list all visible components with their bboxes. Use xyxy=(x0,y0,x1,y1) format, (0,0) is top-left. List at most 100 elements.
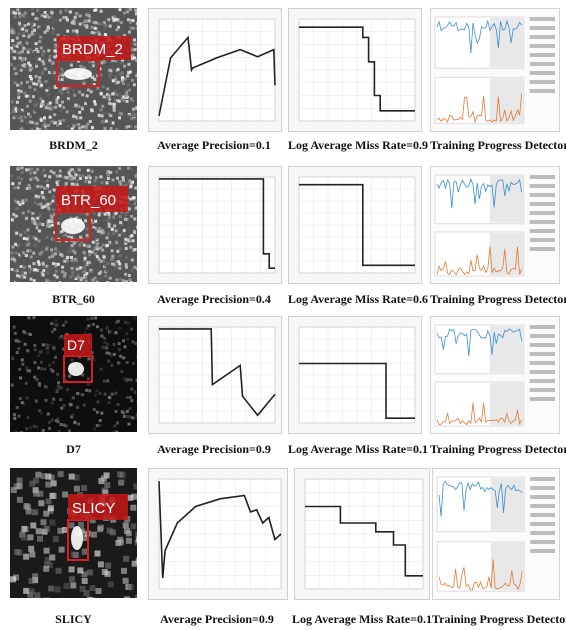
info-line xyxy=(529,211,555,215)
pr-plot xyxy=(148,8,282,132)
sar-image: BTR_60 xyxy=(10,166,137,282)
target-blob xyxy=(71,526,83,550)
info-line xyxy=(529,71,555,75)
info-line xyxy=(529,193,555,197)
loss-line xyxy=(436,402,523,426)
info-line xyxy=(529,89,555,93)
pr-chart xyxy=(158,478,282,590)
info-line xyxy=(529,80,555,84)
accuracy-line xyxy=(436,177,523,209)
series-line-miss-rate xyxy=(299,26,415,112)
training-progress-panel xyxy=(430,166,560,284)
series-line-miss-rate xyxy=(299,183,415,267)
target-blob xyxy=(64,68,92,80)
row-btr60: BTR_60 BTR_60 Average Precision=0.4 Log … xyxy=(0,160,566,310)
series-line-miss-rate xyxy=(305,505,423,577)
sar-noise: SLICY xyxy=(10,468,137,598)
detection-label: D7 xyxy=(67,337,85,353)
info-line xyxy=(529,53,555,57)
mr-plot xyxy=(288,8,422,132)
shaded-region xyxy=(490,542,524,591)
training-caption: Training Progress Detector xyxy=(430,292,566,306)
loss-line xyxy=(436,246,523,276)
accuracy-line xyxy=(438,480,523,517)
mr-plot xyxy=(288,166,422,284)
loss-line xyxy=(438,559,523,591)
series-line-miss-rate xyxy=(299,362,415,419)
pr-chart xyxy=(158,176,276,274)
training-progress-chart xyxy=(436,476,555,592)
info-line xyxy=(530,504,555,508)
target-blob xyxy=(61,218,85,234)
detection-label-bg xyxy=(68,494,128,520)
info-line xyxy=(529,35,555,39)
info-line xyxy=(529,238,555,242)
detection-label: BRDM_2 xyxy=(62,41,123,58)
training-progress-chart xyxy=(434,16,555,125)
info-line xyxy=(529,229,555,233)
shaded-region xyxy=(489,326,523,373)
info-line xyxy=(529,26,555,30)
info-line xyxy=(529,388,555,392)
sar-noise: D7 xyxy=(10,316,137,432)
accuracy-line xyxy=(436,19,523,54)
target-caption: BRDM_2 xyxy=(49,138,98,152)
ap-caption: Average Precision=0.1 xyxy=(157,138,271,152)
info-line xyxy=(530,540,555,544)
training-caption: Training Progress Detector xyxy=(432,612,566,626)
info-line xyxy=(530,531,555,535)
info-line xyxy=(529,175,555,179)
pr-chart xyxy=(158,326,276,424)
mr-plot xyxy=(288,316,422,434)
ap-caption: Average Precision=0.9 xyxy=(157,442,271,456)
info-line xyxy=(530,486,555,490)
info-line xyxy=(529,370,555,374)
info-line xyxy=(529,247,555,251)
info-line xyxy=(529,44,555,48)
info-line xyxy=(529,17,555,21)
series-line-precision-recall xyxy=(159,178,275,269)
info-line xyxy=(529,184,555,188)
mr-caption: Log Average Miss Rate=0.6 xyxy=(288,292,428,306)
info-line xyxy=(530,477,555,481)
mr-caption: Log Average Miss Rate=0.1 xyxy=(288,442,428,456)
detection-label-bg xyxy=(57,36,131,60)
pr-plot xyxy=(148,316,282,434)
sar-noise: BTR_60 xyxy=(10,166,137,282)
row-brdm2: BRDM_2 BRDM_2 Average Precision=0.1 Log … xyxy=(0,0,566,158)
sar-image: D7 xyxy=(10,316,137,432)
info-line xyxy=(530,549,555,553)
detection-label: SLICY xyxy=(72,500,115,517)
training-caption: Training Progress Detector xyxy=(430,138,566,152)
shaded-region xyxy=(489,382,523,426)
info-line xyxy=(529,325,555,329)
ap-caption: Average Precision=0.4 xyxy=(157,292,271,306)
training-caption: Training Progress Detector xyxy=(430,442,566,456)
accuracy-line xyxy=(436,328,523,357)
sar-image: SLICY xyxy=(10,468,137,598)
info-line xyxy=(530,513,555,517)
info-line xyxy=(529,352,555,356)
target-caption: D7 xyxy=(66,442,81,456)
row-d7: D7 D7 Average Precision=0.9 Log Average … xyxy=(0,312,566,462)
training-progress-chart xyxy=(434,174,555,277)
mr-chart xyxy=(298,176,416,274)
training-progress-chart xyxy=(434,324,555,427)
pr-chart xyxy=(158,18,276,122)
sar-image: BRDM_2 xyxy=(10,8,137,130)
detection-label-bg xyxy=(56,186,128,212)
target-blob xyxy=(68,362,84,376)
pr-plot xyxy=(148,166,282,284)
series-line-precision-recall xyxy=(158,481,282,579)
info-line xyxy=(529,62,555,66)
info-line xyxy=(529,361,555,365)
info-line xyxy=(529,379,555,383)
info-line xyxy=(529,334,555,338)
info-line xyxy=(530,495,555,499)
training-progress-panel xyxy=(430,8,560,132)
training-progress-panel xyxy=(430,316,560,434)
info-line xyxy=(530,522,555,526)
mr-caption: Log Average Miss Rate=0.9 xyxy=(288,138,428,152)
mr-plot xyxy=(294,468,430,600)
info-line xyxy=(529,343,555,347)
